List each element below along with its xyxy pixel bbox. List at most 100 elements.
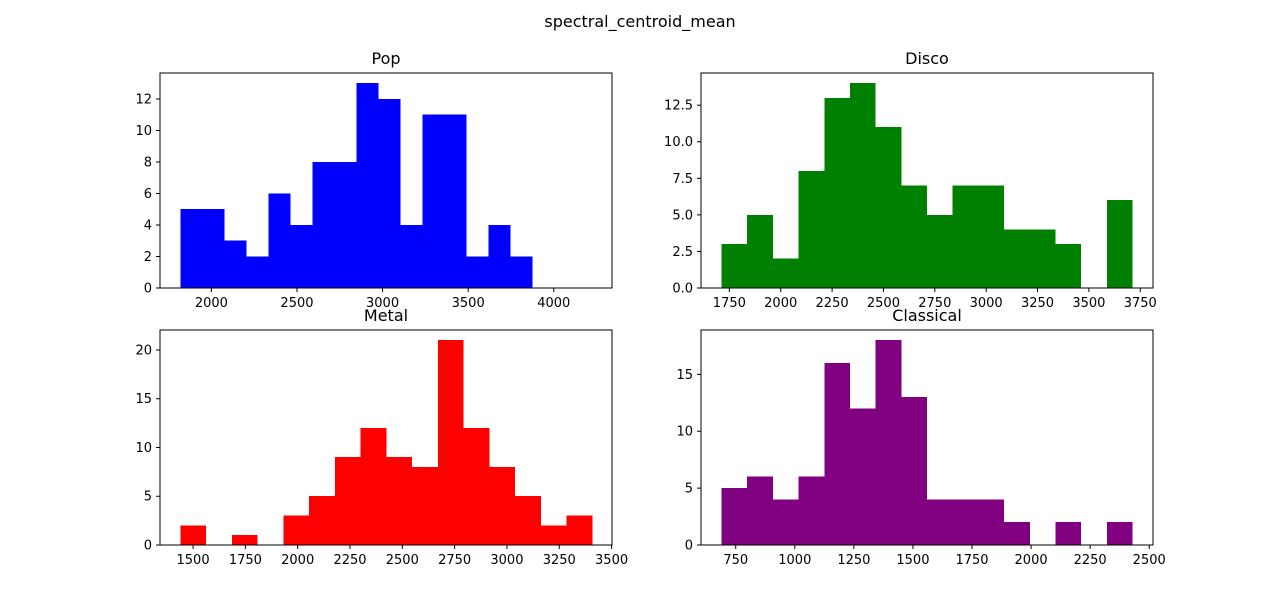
histogram-bar: [540, 525, 567, 545]
y-tick-label: 10: [676, 425, 693, 440]
histogram-bar: [747, 476, 773, 545]
y-tick-label: 2.5: [672, 245, 693, 260]
histogram-bar: [224, 240, 247, 288]
histogram-bar: [824, 362, 850, 545]
x-tick-label: 1500: [177, 553, 210, 568]
histogram-bar: [1106, 522, 1133, 545]
axes-frame: [700, 72, 1154, 289]
y-tick-label: 2: [144, 250, 152, 265]
x-tick-label: 3750: [1124, 296, 1157, 311]
histogram-bar: [875, 127, 902, 288]
y-tick-label: 4: [144, 218, 152, 233]
y-tick-label: 5: [685, 482, 693, 497]
histogram-bar: [901, 397, 928, 545]
histogram-bar: [901, 185, 927, 288]
y-tick-label: 10: [135, 124, 152, 139]
histogram-bar: [1055, 522, 1082, 545]
histogram-bar: [437, 340, 464, 545]
histogram-bar: [466, 256, 489, 288]
histogram-bar: [444, 114, 467, 288]
histogram-bar: [180, 209, 203, 288]
histogram-bar: [798, 170, 825, 288]
x-tick-label: 1750: [713, 296, 746, 311]
x-tick-label: 2250: [1074, 553, 1107, 568]
x-tick-label: 3500: [595, 553, 628, 568]
x-tick-label: 750: [723, 553, 748, 568]
histogram-bar: [772, 258, 799, 288]
y-tick-label: 0.0: [672, 282, 693, 297]
x-tick-label: 1500: [896, 553, 929, 568]
histogram-bar: [334, 457, 361, 545]
x-tick-label: 1000: [778, 553, 811, 568]
histogram-bar: [747, 214, 773, 288]
subplot-title: Disco: [905, 49, 949, 68]
x-tick-label: 3500: [1072, 296, 1105, 311]
subplot-classical: Classical 750 1000 1250 1500 1750 2000 2250 2500…: [676, 306, 1165, 568]
axes-frame: [159, 72, 613, 289]
subplot-metal: Metal 1500 1750 2000 2250 2500 2750 3000 3250 350…: [135, 306, 628, 568]
x-tick-label: 2500: [280, 296, 313, 311]
histogram-bar: [400, 224, 423, 288]
x-tick-label: 2750: [438, 553, 471, 568]
histogram-bar: [309, 496, 335, 545]
y-tick-label: 20: [135, 343, 152, 358]
histogram-bar: [334, 161, 357, 288]
histogram-bar: [378, 98, 401, 288]
y-tick-label: 12.5: [664, 99, 693, 114]
x-tick-label: 3000: [490, 553, 523, 568]
histogram-bar: [1055, 244, 1082, 288]
histogram-bar: [952, 499, 979, 545]
histogram-bar: [283, 515, 310, 545]
histogram-bar: [721, 244, 748, 288]
y-tick-label: 15: [135, 392, 152, 407]
y-tick-label: 0: [144, 282, 152, 297]
x-tick-label: 2000: [764, 296, 797, 311]
histogram-bar: [849, 408, 876, 545]
histogram-bar: [798, 476, 825, 545]
x-tick-label: 1750: [229, 553, 262, 568]
y-tick-label: 15: [676, 368, 693, 383]
x-tick-label: 2000: [281, 553, 314, 568]
subplot-pop: Pop 2000 2500 3000 3500 4000 0 2 4 6 8 10 12: [135, 49, 613, 311]
histogram-bar: [202, 209, 225, 288]
histogram-bar: [978, 185, 1005, 288]
figure-suptitle: spectral_centroid_mean: [544, 12, 735, 32]
x-tick-label: 3250: [543, 553, 576, 568]
histogram-bar: [422, 114, 445, 288]
histogram-bar: [566, 515, 593, 545]
histogram-bar: [1004, 522, 1030, 545]
x-tick-label: 1250: [837, 553, 870, 568]
y-tick-label: 0: [685, 539, 693, 554]
histogram-bar: [1004, 229, 1030, 288]
x-tick-label: 2750: [918, 296, 951, 311]
x-tick-label: 2000: [1015, 553, 1048, 568]
x-tick-label: 3000: [366, 296, 399, 311]
histogram-bar: [356, 83, 379, 288]
histogram-bar: [515, 496, 541, 545]
histogram-bar: [231, 535, 258, 545]
y-tick-label: 6: [144, 187, 152, 202]
histogram-bar: [312, 161, 335, 288]
histogram-bar: [772, 499, 799, 545]
histogram-bar: [290, 224, 313, 288]
x-tick-label: 2500: [386, 553, 419, 568]
y-tick-label: 12: [135, 92, 152, 107]
y-tick-label: 10.0: [664, 135, 693, 150]
x-tick-label: 3500: [452, 296, 485, 311]
histogram-bar: [1106, 200, 1133, 288]
histogram-bar: [849, 83, 876, 288]
histogram-bar: [875, 340, 902, 545]
histogram-bar: [824, 97, 850, 288]
x-tick-label: 4000: [537, 296, 570, 311]
subplot-disco: Disco 1750 2000 2250 2500 2750 3000 3250 3500 375…: [664, 49, 1157, 311]
axes-frame: [700, 329, 1154, 546]
y-tick-label: 8: [144, 155, 152, 170]
histogram-bar: [488, 224, 511, 288]
subplot-title: Classical: [892, 306, 962, 325]
histogram-bar: [463, 427, 490, 545]
histogram-bar: [246, 256, 269, 288]
x-tick-label: 2250: [816, 296, 849, 311]
histogram-bar: [927, 214, 953, 288]
histogram-bar: [386, 457, 413, 545]
